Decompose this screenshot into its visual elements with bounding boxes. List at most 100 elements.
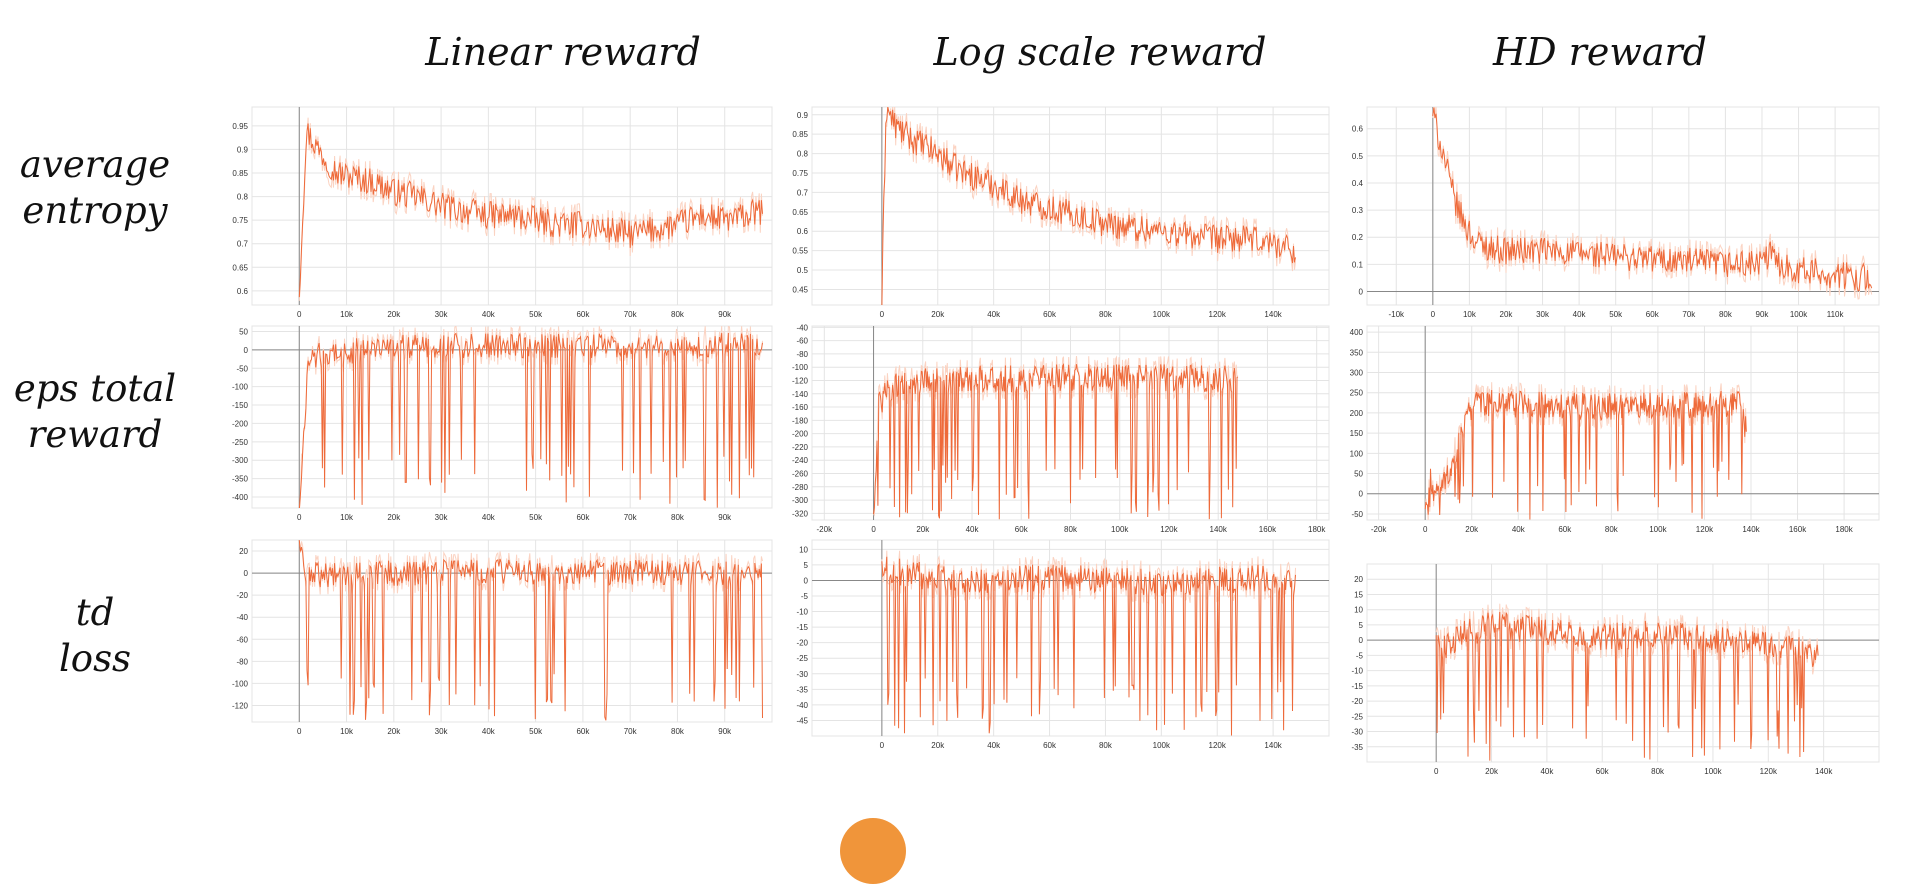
row-label-reward-line1: eps total <box>13 367 177 410</box>
y-tick-label: -150 <box>232 401 249 410</box>
x-tick-label: 20k <box>387 310 401 319</box>
x-tick-label: 10k <box>1463 310 1477 319</box>
x-tick-label: 140k <box>1815 767 1833 776</box>
y-tick-label: -350 <box>232 475 249 484</box>
chart-hd-entropy: 0 0.1 0.2 0.3 0.4 0.5 0.6 -10k 0 10k 20k 30k 40k 50k 6… <box>1335 103 1883 321</box>
y-tick-label: -40 <box>796 323 808 332</box>
row-label-loss-line1: td <box>75 591 115 634</box>
x-tick-label: 160k <box>1789 525 1807 534</box>
x-tick-label: 120k <box>1209 741 1227 750</box>
series-line <box>881 556 1296 736</box>
x-tick-label: 40k <box>482 310 496 319</box>
x-tick-label: 80k <box>1099 310 1113 319</box>
y-tick-label: -30 <box>1351 728 1363 737</box>
y-tick-label: 0.7 <box>797 188 809 197</box>
row-label-loss-line2: loss <box>58 637 132 680</box>
x-tick-label: 80k <box>1605 525 1619 534</box>
y-tick-label: -140 <box>792 390 809 399</box>
series-line <box>1424 389 1747 520</box>
y-tick-label: 0.3 <box>1352 206 1364 215</box>
series-group <box>298 326 763 508</box>
x-tick-label: 50k <box>529 513 543 522</box>
x-tick-label: 0 <box>1434 767 1439 776</box>
x-tick-label: 50k <box>1609 310 1623 319</box>
y-tick-label: 0.5 <box>797 266 809 275</box>
x-tick-label: 0 <box>871 525 876 534</box>
y-tick-label: -100 <box>792 363 809 372</box>
y-tick-label: 0.45 <box>792 285 808 294</box>
x-tick-label: 50k <box>529 727 543 736</box>
y-tick-label: -25 <box>1351 712 1363 721</box>
column-title-hd: HD reward <box>1492 30 1707 74</box>
x-tick-label: 90k <box>1756 310 1770 319</box>
y-tick-label: 20 <box>1354 575 1363 584</box>
chart-svg-log-reward: -320 -300 -280 -260 -240 -220 -200 -180 -160 -140… <box>792 323 1330 534</box>
y-tick-label: 0.8 <box>797 150 809 159</box>
chart-svg-hd-loss: -35 -30 -25 -20 -15 -10 -5 0 5 10 15 20 0 20k 40k 60k 80… <box>1351 563 1880 776</box>
x-tick-label: 100k <box>1153 741 1171 750</box>
y-tick-label: -35 <box>1351 743 1363 752</box>
y-tick-label: 0 <box>244 346 249 355</box>
column-title-log: Log scale reward <box>933 30 1267 74</box>
x-tick-label: 40k <box>966 525 980 534</box>
x-tick-label: 140k <box>1742 525 1760 534</box>
series-group <box>881 107 1296 305</box>
y-tick-label: 0.7 <box>237 240 249 249</box>
x-tick-label: 100k <box>1790 310 1808 319</box>
y-tick-label: 400 <box>1350 328 1364 337</box>
series-line <box>1432 107 1873 292</box>
y-tick-label: -20 <box>236 591 248 600</box>
x-tick-label: 80k <box>671 513 685 522</box>
y-tick-label: -120 <box>792 376 809 385</box>
y-tick-label: 0.65 <box>792 208 808 217</box>
chart-log-reward: -320 -300 -280 -260 -240 -220 -200 -180 -160 -140… <box>780 322 1333 536</box>
x-tick-label: -20k <box>1371 525 1388 534</box>
row-label-loss: td loss <box>0 590 190 682</box>
chart-log-entropy: 0.45 0.5 0.55 0.6 0.65 0.7 0.75 0.8 0.85 0.9 0 20k 4… <box>780 103 1333 321</box>
series-group <box>1435 603 1819 761</box>
y-tick-label: -100 <box>232 679 249 688</box>
y-tick-label: 0 <box>1359 287 1364 296</box>
x-tick-label: 60k <box>1043 741 1057 750</box>
x-tick-label: 60k <box>1646 310 1660 319</box>
x-tick-label: 0 <box>880 741 885 750</box>
y-tick-label: 5 <box>1359 621 1364 630</box>
y-tick-label: -250 <box>232 438 249 447</box>
x-tick-label: 20k <box>916 525 930 534</box>
y-tick-label: -50 <box>1351 510 1363 519</box>
chart-svg-linear-loss: -120 -100 -80 -60 -40 -20 0 20 0 10k 20k 30k 40k 50k 6… <box>232 539 773 736</box>
y-tick-label: -160 <box>792 403 809 412</box>
x-tick-label: 100k <box>1649 525 1667 534</box>
y-tick-label: 250 <box>1350 389 1364 398</box>
y-tick-label: -80 <box>236 657 248 666</box>
y-tick-label: 100 <box>1350 449 1364 458</box>
y-tick-label: -45 <box>796 716 808 725</box>
x-tick-label: 120k <box>1209 310 1227 319</box>
y-tick-label: 10 <box>1354 606 1363 615</box>
chart-linear-entropy: 0.6 0.65 0.7 0.75 0.8 0.85 0.9 0.95 0 10k 20k 30k 40… <box>220 103 776 321</box>
x-tick-label: 60k <box>1015 525 1029 534</box>
series-raw-line <box>298 117 763 301</box>
y-tick-label: 0.9 <box>797 111 809 120</box>
x-tick-label: 40k <box>987 310 1001 319</box>
chart-hd-reward: -50 0 50 100 150 200 250 300 350 400 -20k 0 20k 40k 60… <box>1335 322 1883 536</box>
y-tick-label: -15 <box>1351 682 1363 691</box>
y-tick-label: 10 <box>799 545 808 554</box>
chart-svg-hd-entropy: 0 0.1 0.2 0.3 0.4 0.5 0.6 -10k 0 10k 20k 30k 40k 50k 6… <box>1352 106 1880 319</box>
y-tick-label: 150 <box>1350 429 1364 438</box>
y-tick-label: 0.85 <box>792 130 808 139</box>
row-label-reward-line2: reward <box>27 413 163 456</box>
y-tick-label: -320 <box>792 509 809 518</box>
y-tick-label: -220 <box>792 443 809 452</box>
series-line <box>873 363 1239 520</box>
x-tick-label: 40k <box>1573 310 1587 319</box>
column-title-linear: Linear reward <box>425 30 701 74</box>
x-tick-label: 140k <box>1210 525 1228 534</box>
y-tick-label: 0.9 <box>237 145 249 154</box>
x-tick-label: 0 <box>1423 525 1428 534</box>
chart-svg-log-loss: -45 -40 -35 -30 -25 -20 -15 -10 -5 0 5 10 0 20k 40k 60k… <box>796 539 1330 750</box>
x-tick-label: 80k <box>1099 741 1113 750</box>
x-tick-label: 30k <box>1536 310 1550 319</box>
x-tick-label: 60k <box>576 727 590 736</box>
x-tick-label: 40k <box>482 513 496 522</box>
